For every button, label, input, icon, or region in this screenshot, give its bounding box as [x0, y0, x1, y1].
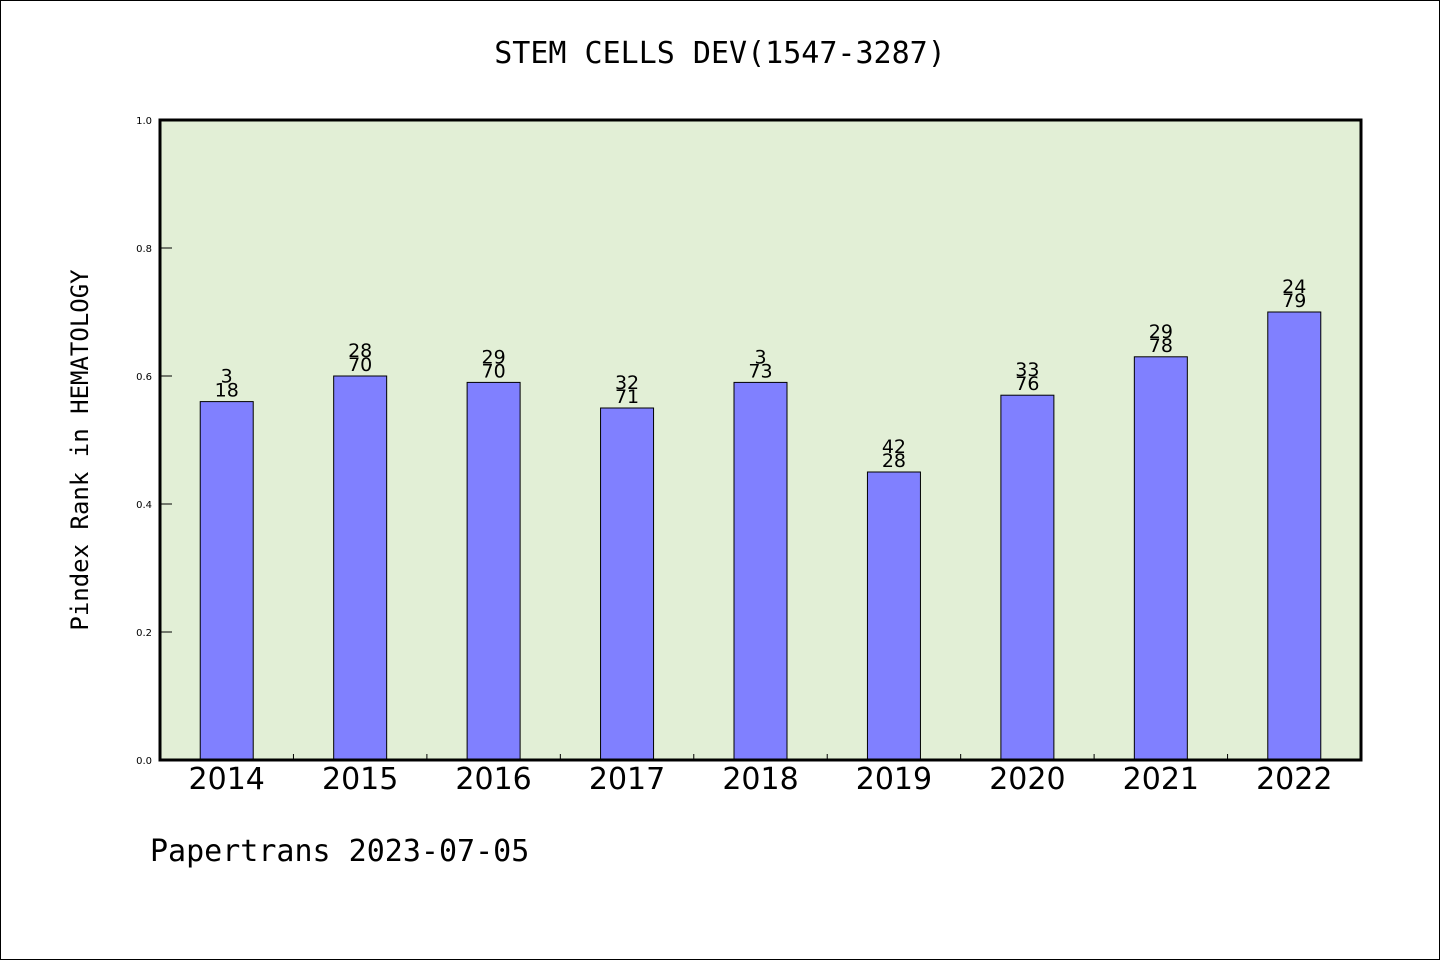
data-label-bottom: 70 — [482, 360, 506, 382]
x-tick-label: 2021 — [1123, 762, 1199, 797]
y-tick-label: 1.0 — [136, 116, 152, 127]
bar-2017 — [600, 407, 655, 761]
bar-2018 — [733, 381, 788, 761]
y-tick-label: 0.8 — [136, 244, 152, 255]
data-label-top: 32 — [615, 372, 639, 394]
data-label-top: 24 — [1282, 276, 1306, 298]
data-label-bottom: 18 — [215, 380, 239, 402]
y-tick-label: 0.6 — [136, 372, 152, 383]
chart-title: STEM CELLS DEV(1547-3287) — [494, 36, 946, 71]
y-tick-label: 0.2 — [136, 628, 152, 639]
bar-2014 — [199, 401, 254, 761]
data-label-bottom: 70 — [348, 354, 372, 376]
bar-2019 — [866, 471, 921, 761]
data-label-top: 29 — [1149, 321, 1173, 343]
y-tick-label: 0.4 — [136, 500, 152, 511]
plot-border — [158, 118, 1363, 762]
data-label-top: 42 — [882, 436, 906, 458]
data-labels: 2014318201528702016297020173271201837320… — [189, 276, 1333, 797]
data-label-bottom: 73 — [748, 360, 772, 382]
x-tick-label: 2015 — [322, 762, 398, 797]
data-label-top: 28 — [348, 340, 372, 362]
data-label-bottom: 71 — [615, 386, 639, 408]
bar-2022 — [1267, 311, 1322, 761]
bar-2016 — [466, 381, 521, 761]
bar-2015 — [333, 375, 388, 761]
x-tick-label: 2014 — [189, 762, 265, 797]
y-tick-label: 0.0 — [136, 756, 152, 767]
data-label-top: 3 — [221, 366, 233, 388]
data-label-bottom: 28 — [882, 450, 906, 472]
x-tick-label: 2019 — [856, 762, 932, 797]
x-tick-label: 2017 — [589, 762, 665, 797]
data-label-bottom: 78 — [1149, 335, 1173, 357]
x-tick-label: 2022 — [1256, 762, 1332, 797]
bar-2020 — [1000, 394, 1055, 761]
data-label-bottom: 79 — [1282, 290, 1306, 312]
data-label-bottom: 76 — [1015, 373, 1039, 395]
x-tick-label: 2020 — [989, 762, 1065, 797]
data-label-top: 29 — [482, 346, 506, 368]
bars — [199, 311, 1322, 761]
x-tick-label: 2016 — [455, 762, 531, 797]
data-label-top: 3 — [754, 346, 766, 368]
footer-credit: Papertrans 2023-07-05 — [150, 834, 530, 869]
bar-2021 — [1133, 356, 1188, 761]
x-tick-label: 2018 — [722, 762, 798, 797]
data-label-top: 33 — [1015, 359, 1039, 381]
